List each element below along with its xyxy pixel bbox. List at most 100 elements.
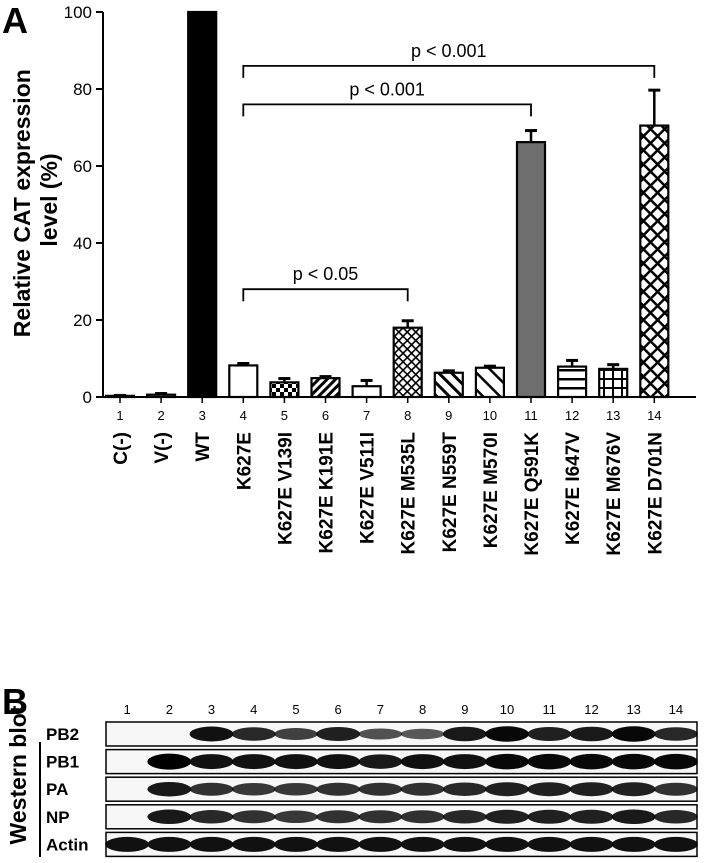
blot-band <box>653 782 698 796</box>
blot-band <box>527 727 572 741</box>
blot-band <box>274 728 318 740</box>
blot-band <box>442 754 487 770</box>
significance-annotations: p < 0.05 p < 0.001 p < 0.001 <box>242 41 656 302</box>
panel-a-letter: A <box>2 0 28 41</box>
bar-k627e-m570i <box>474 366 505 399</box>
blot-band <box>569 809 614 824</box>
bar-k627e-v511i <box>351 385 382 399</box>
panel-b-letter-visible: B <box>2 681 28 722</box>
blot-band <box>653 836 698 852</box>
blot-band <box>442 726 487 742</box>
blot-lane-number: 9 <box>461 702 468 717</box>
blot-band <box>147 836 192 852</box>
blot-band <box>527 782 572 797</box>
y-axis: 0 20 40 60 80 100 <box>64 3 696 407</box>
bar-v- <box>146 393 177 399</box>
blot-band <box>189 836 234 852</box>
blot-band <box>485 782 529 797</box>
bar-wt <box>187 10 218 399</box>
y-tick-label: 40 <box>73 234 92 253</box>
x-axis-labels: 1 2 3 4 5 6 7 8 9 10 11 12 13 14C(-) V(-) WT K627E K627E … <box>111 408 666 556</box>
blot-band <box>400 782 445 796</box>
category-label: V(-) <box>152 432 173 464</box>
blot-band <box>274 782 318 796</box>
bar-k627e-m676v <box>598 367 629 399</box>
blot-band <box>274 754 318 770</box>
blot-row-label: PA <box>46 780 68 799</box>
p-value-label: p < 0.001 <box>411 41 487 61</box>
blot-band <box>400 836 445 852</box>
bar-k627e-q591k <box>515 141 547 399</box>
lane-number: 5 <box>281 408 288 423</box>
blot-band <box>189 754 234 770</box>
blot-band <box>358 754 403 769</box>
blot-band <box>316 782 361 796</box>
y-axis-label: Relative CAT expression level (%) <box>9 63 62 337</box>
blot-band <box>569 836 614 852</box>
blot-band <box>611 836 656 852</box>
category-label: K627E V139I <box>275 432 296 545</box>
blot-band <box>485 753 529 770</box>
blot-band <box>653 727 698 741</box>
blot-lane-number: 6 <box>335 702 342 717</box>
bar-k627e <box>228 364 259 399</box>
lane-number: 11 <box>524 408 538 423</box>
blot-band <box>569 753 614 770</box>
lane-number: 8 <box>404 408 411 423</box>
lane-number: 3 <box>199 408 206 423</box>
blot-band <box>147 781 192 797</box>
blot-lane-number: 2 <box>166 702 173 717</box>
blot-band <box>400 810 445 824</box>
y-tick-label: 80 <box>73 80 92 99</box>
blot-band <box>358 782 403 796</box>
blot-lane-number: 1 <box>123 702 130 717</box>
lane-number: 6 <box>322 408 329 423</box>
lane-number: 1 <box>116 408 123 423</box>
lane-number: 13 <box>606 408 620 423</box>
blot-band <box>527 809 572 824</box>
bar-k627e-v139i <box>269 381 300 399</box>
category-label: WT <box>193 432 214 462</box>
blot-row-pb2: PB2 <box>46 721 698 747</box>
category-label: K627E M535L <box>399 432 420 555</box>
category-label: K627E V511I <box>358 432 379 544</box>
blot-band <box>189 782 234 796</box>
bars-layer <box>104 10 670 403</box>
y-axis-label-line-2: level (%) <box>36 153 62 246</box>
blot-band <box>231 754 276 770</box>
blot-lane-number: 3 <box>208 702 215 717</box>
category-label: K627E <box>234 432 255 490</box>
blot-band <box>569 726 614 742</box>
blot-band <box>316 810 361 824</box>
blot-lane-number: 5 <box>292 702 299 717</box>
p-value-label: p < 0.05 <box>293 264 359 284</box>
blot-band <box>316 836 361 852</box>
category-label: K627E M570I <box>481 432 502 548</box>
blot-band <box>442 782 487 796</box>
y-axis-label-line-1: Relative CAT expression <box>9 69 35 337</box>
blot-band <box>400 754 445 770</box>
blot-lane-number: 14 <box>669 702 683 717</box>
blot-band <box>147 753 192 770</box>
blot-row-np: NP <box>46 804 698 830</box>
blot-lane-number: 10 <box>500 702 514 717</box>
blot-lane-number: 4 <box>250 702 257 717</box>
blot-band <box>527 836 572 852</box>
y-tick-label: 0 <box>83 388 92 407</box>
blot-row-label: NP <box>46 808 70 827</box>
blot-lane-number: 11 <box>543 702 557 717</box>
blot-band <box>400 728 445 740</box>
lane-number: 2 <box>157 408 164 423</box>
category-label: C(-) <box>111 432 132 465</box>
blot-band <box>442 836 487 852</box>
blot-lane-number: 13 <box>626 702 640 717</box>
category-label: K627E I647V <box>563 432 584 545</box>
western-blot-title: Western blot <box>5 705 31 844</box>
blot-band <box>316 727 361 741</box>
blot-band <box>485 836 529 852</box>
category-label: K627E D701N <box>645 432 666 555</box>
lane-number: 14 <box>647 408 661 423</box>
blot-band <box>611 753 656 770</box>
